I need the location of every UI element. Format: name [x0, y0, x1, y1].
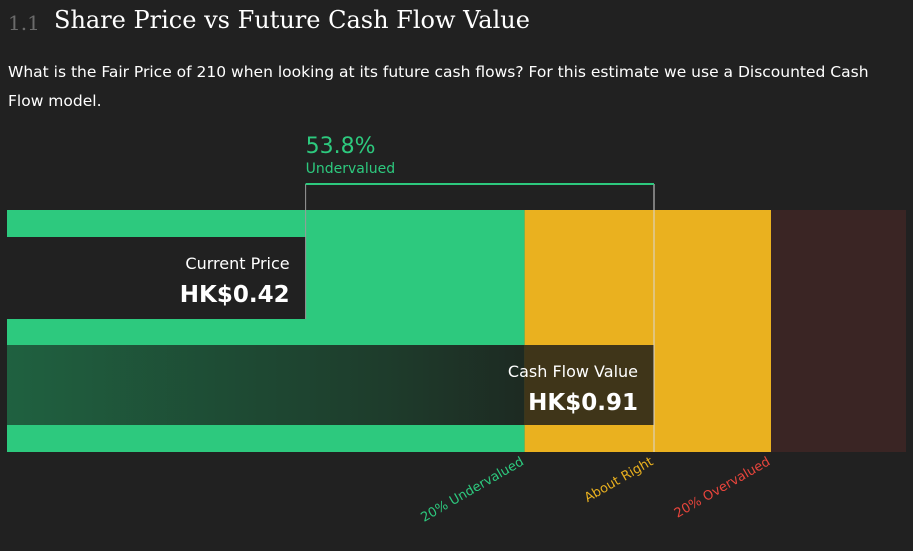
zone-label-about-right: About Right [582, 454, 656, 505]
zone-overvalued [771, 210, 906, 452]
cash-flow-value-bar [7, 345, 525, 425]
current-price-label: Current Price [185, 254, 289, 273]
section-number: 1.1 [8, 11, 40, 35]
section-title: Share Price vs Future Cash Flow Value [54, 6, 530, 34]
current-price-value: HK$0.42 [180, 282, 290, 308]
cash-flow-value-label: Cash Flow Value [508, 362, 638, 381]
difference-percent: 53.8% [306, 134, 376, 159]
zone-label-overvalued: 20% Overvalued [672, 454, 773, 521]
current-price-bar [7, 237, 306, 319]
difference-label: Undervalued [306, 161, 396, 177]
section-description: What is the Fair Price of 210 when looki… [8, 63, 869, 110]
cash-flow-value-amount: HK$0.91 [528, 390, 638, 416]
zone-label-undervalued: 20% Undervalued [419, 454, 527, 525]
cash-flow-value-bar-tail [524, 345, 654, 425]
